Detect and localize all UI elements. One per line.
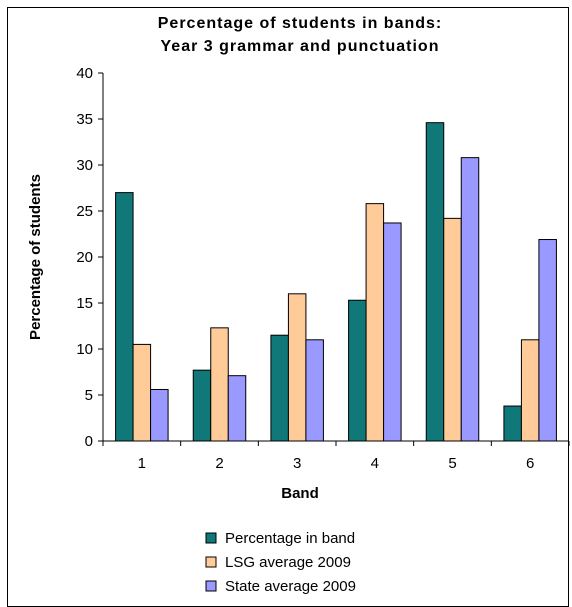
bar <box>305 339 324 442</box>
bar <box>287 293 307 442</box>
bar <box>365 203 385 442</box>
y-tick-label: 5 <box>85 387 93 404</box>
x-axis-title: Band <box>281 485 319 502</box>
bar <box>227 375 247 442</box>
bar <box>150 388 169 442</box>
legend-label: State average 2009 <box>225 578 356 595</box>
bar <box>538 239 557 442</box>
bar <box>210 327 229 442</box>
y-tick-label: 35 <box>76 111 93 128</box>
legend-label: Percentage in band <box>225 530 355 547</box>
y-axis-title: Percentage of students <box>27 174 44 340</box>
y-tick-label: 30 <box>76 157 93 174</box>
y-tick-labels: 0 5 10 15 20 25 30 35 40 <box>76 65 93 450</box>
bar <box>503 405 522 442</box>
legend: Percentage in band LSG average 2009 State … <box>205 530 356 595</box>
x-tick-label: 3 <box>293 455 301 472</box>
y-tick-label: 10 <box>76 341 93 358</box>
bar <box>192 369 212 442</box>
legend-swatch <box>205 556 217 568</box>
y-tick-label: 20 <box>76 249 93 266</box>
chart-title-line-1: Percentage of students in bands: <box>158 15 442 32</box>
y-tick-label: 15 <box>76 295 93 312</box>
x-tick-labels: 1 2 3 4 5 6 <box>138 455 535 472</box>
legend-swatch <box>205 580 217 592</box>
legend-swatch <box>205 532 217 544</box>
bars <box>115 122 557 442</box>
x-tick-label: 1 <box>138 455 146 472</box>
y-tick-label: 40 <box>76 65 93 82</box>
x-tick-label: 5 <box>448 455 456 472</box>
y-tick-label: 25 <box>76 203 93 220</box>
bar <box>115 192 134 442</box>
bar <box>520 339 540 442</box>
y-tick-label: 0 <box>85 433 93 450</box>
chart-title-line-2: Year 3 grammar and punctuation <box>161 38 440 55</box>
axes <box>98 72 570 446</box>
x-tick-label: 4 <box>371 455 379 472</box>
bar <box>443 217 462 442</box>
chart-title: Percentage of students in bands: Year 3 … <box>158 15 442 55</box>
bar <box>460 157 480 442</box>
bar <box>383 222 402 442</box>
bar <box>425 122 445 442</box>
bar <box>348 299 367 442</box>
legend-label: LSG average 2009 <box>225 554 351 571</box>
x-tick-label: 6 <box>526 455 534 472</box>
x-tick-label: 2 <box>215 455 223 472</box>
bar <box>270 334 289 442</box>
bar <box>132 343 152 442</box>
